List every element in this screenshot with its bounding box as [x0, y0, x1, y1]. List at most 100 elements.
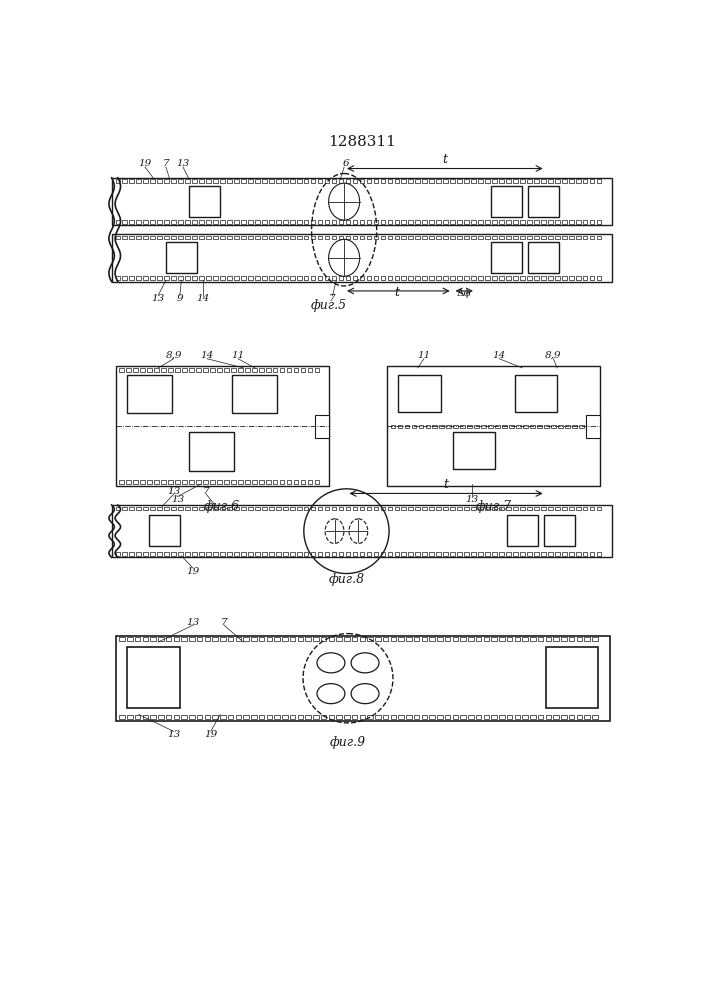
Bar — [478, 552, 483, 556]
Bar — [325, 552, 329, 556]
Bar — [446, 425, 451, 428]
Bar — [579, 425, 583, 428]
Ellipse shape — [349, 519, 368, 544]
Bar — [136, 179, 141, 183]
Bar — [238, 368, 243, 372]
Bar — [421, 715, 427, 719]
Bar — [178, 235, 183, 239]
Bar — [476, 637, 481, 641]
Bar — [402, 507, 406, 510]
Bar — [416, 220, 420, 224]
Bar — [241, 235, 246, 239]
Ellipse shape — [317, 684, 345, 704]
Bar — [527, 235, 532, 239]
Text: 13: 13 — [167, 487, 180, 496]
Bar — [166, 637, 171, 641]
Bar — [443, 235, 448, 239]
Bar — [241, 552, 246, 556]
Text: 19: 19 — [204, 730, 218, 739]
Bar — [248, 552, 252, 556]
Bar — [443, 276, 448, 280]
Bar — [255, 220, 259, 224]
Bar — [262, 220, 267, 224]
Bar — [353, 220, 357, 224]
Bar — [161, 480, 166, 484]
Bar — [283, 179, 288, 183]
Bar — [429, 179, 434, 183]
Bar — [119, 368, 124, 372]
Text: 13: 13 — [171, 495, 184, 504]
Bar — [129, 552, 134, 556]
Bar — [515, 715, 520, 719]
Bar — [206, 276, 211, 280]
Text: фиг.8: фиг.8 — [328, 573, 365, 586]
Bar — [259, 715, 264, 719]
Bar — [548, 507, 553, 510]
Bar — [206, 179, 211, 183]
Bar — [332, 552, 337, 556]
Bar — [590, 552, 595, 556]
Bar — [515, 375, 557, 412]
Bar — [520, 220, 525, 224]
Bar — [586, 425, 590, 428]
Bar — [565, 425, 570, 428]
Bar — [297, 220, 301, 224]
Bar — [452, 432, 495, 469]
Bar — [457, 220, 462, 224]
Bar — [290, 276, 295, 280]
Bar — [199, 276, 204, 280]
Ellipse shape — [325, 519, 344, 544]
Bar — [143, 637, 148, 641]
Bar — [164, 179, 169, 183]
Bar — [151, 179, 155, 183]
Bar — [387, 507, 392, 510]
Bar — [583, 235, 588, 239]
Bar — [311, 235, 315, 239]
Bar — [472, 276, 476, 280]
Bar — [575, 552, 580, 556]
Bar — [339, 220, 344, 224]
Bar — [127, 375, 172, 413]
Bar — [228, 715, 233, 719]
Bar — [478, 179, 483, 183]
Bar — [192, 179, 197, 183]
Bar — [227, 179, 232, 183]
Bar — [562, 179, 566, 183]
Bar — [530, 637, 535, 641]
Bar — [274, 715, 280, 719]
Bar — [259, 368, 264, 372]
Bar — [572, 425, 577, 428]
Bar — [192, 507, 197, 510]
Bar — [492, 220, 497, 224]
Bar — [416, 507, 420, 510]
Bar — [460, 637, 466, 641]
Bar — [436, 179, 441, 183]
Bar — [360, 715, 365, 719]
Bar — [476, 715, 481, 719]
Text: 1288311: 1288311 — [328, 135, 396, 149]
Bar — [206, 235, 211, 239]
Bar — [217, 368, 222, 372]
Bar — [443, 507, 448, 510]
Bar — [464, 276, 469, 280]
Text: 6: 6 — [342, 159, 349, 168]
Bar — [262, 179, 267, 183]
Bar — [339, 552, 344, 556]
Bar — [119, 715, 125, 719]
Bar — [555, 179, 559, 183]
Bar — [360, 552, 364, 556]
Bar — [416, 179, 420, 183]
Bar — [122, 507, 127, 510]
Bar — [422, 179, 427, 183]
Bar — [534, 552, 539, 556]
Bar — [185, 220, 190, 224]
Bar — [235, 715, 241, 719]
Bar — [276, 507, 281, 510]
Bar — [269, 220, 274, 224]
Bar — [590, 235, 595, 239]
Bar — [515, 637, 520, 641]
Bar — [507, 715, 513, 719]
Bar — [134, 368, 138, 372]
Bar — [241, 179, 246, 183]
Bar — [304, 507, 308, 510]
